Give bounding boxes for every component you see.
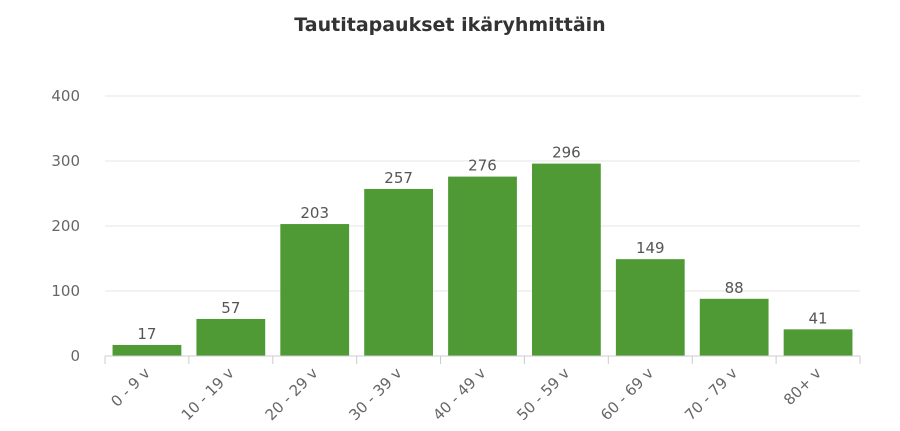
x-tick-label: 10 - 19 v: [178, 364, 238, 424]
data-label: 41: [809, 309, 828, 327]
data-label: 57: [221, 299, 240, 317]
x-axis: [104, 355, 861, 364]
x-tick-label: 20 - 29 v: [262, 364, 322, 424]
x-tick-label: 50 - 59 v: [513, 364, 573, 424]
bar[interactable]: [783, 329, 853, 356]
data-label: 149: [636, 239, 665, 257]
data-label: 17: [137, 325, 156, 343]
bar[interactable]: [196, 318, 266, 356]
data-label: 276: [468, 157, 497, 175]
y-tick-label: 0: [70, 347, 80, 365]
y-tick-label: 200: [51, 217, 80, 235]
x-tick-label: 30 - 39 v: [345, 364, 405, 424]
bar[interactable]: [448, 176, 517, 356]
x-axis-labels: 0 - 9 v 10 - 19 v 20 - 29 v 30 - 39 v 40 - 4…: [107, 364, 825, 424]
bars: [112, 163, 853, 356]
y-tick-label: 300: [51, 152, 80, 170]
data-label: 203: [300, 204, 329, 222]
data-label: 88: [725, 279, 744, 297]
bar[interactable]: [280, 224, 350, 356]
bar[interactable]: [615, 259, 685, 356]
x-tick-label: 60 - 69 v: [597, 364, 657, 424]
y-axis-labels: 0 100 200 300 400: [51, 87, 80, 365]
data-label: 296: [552, 144, 581, 162]
data-label: 257: [384, 169, 413, 187]
bar[interactable]: [531, 163, 601, 356]
x-tick-label: 0 - 9 v: [107, 364, 154, 411]
bar[interactable]: [112, 344, 182, 356]
chart-title: Tautitapaukset ikäryhmittäin: [294, 14, 606, 36]
x-tick-label: 80+ v: [780, 364, 825, 409]
x-tick-label: 70 - 79 v: [681, 364, 741, 424]
y-tick-label: 100: [51, 282, 80, 300]
x-tick-label: 40 - 49 v: [429, 364, 489, 424]
y-tick-label: 400: [51, 87, 80, 105]
data-labels: 17 57 203 257 276 296 149 88 41: [137, 144, 827, 343]
bar[interactable]: [699, 298, 769, 356]
bar[interactable]: [364, 188, 434, 356]
